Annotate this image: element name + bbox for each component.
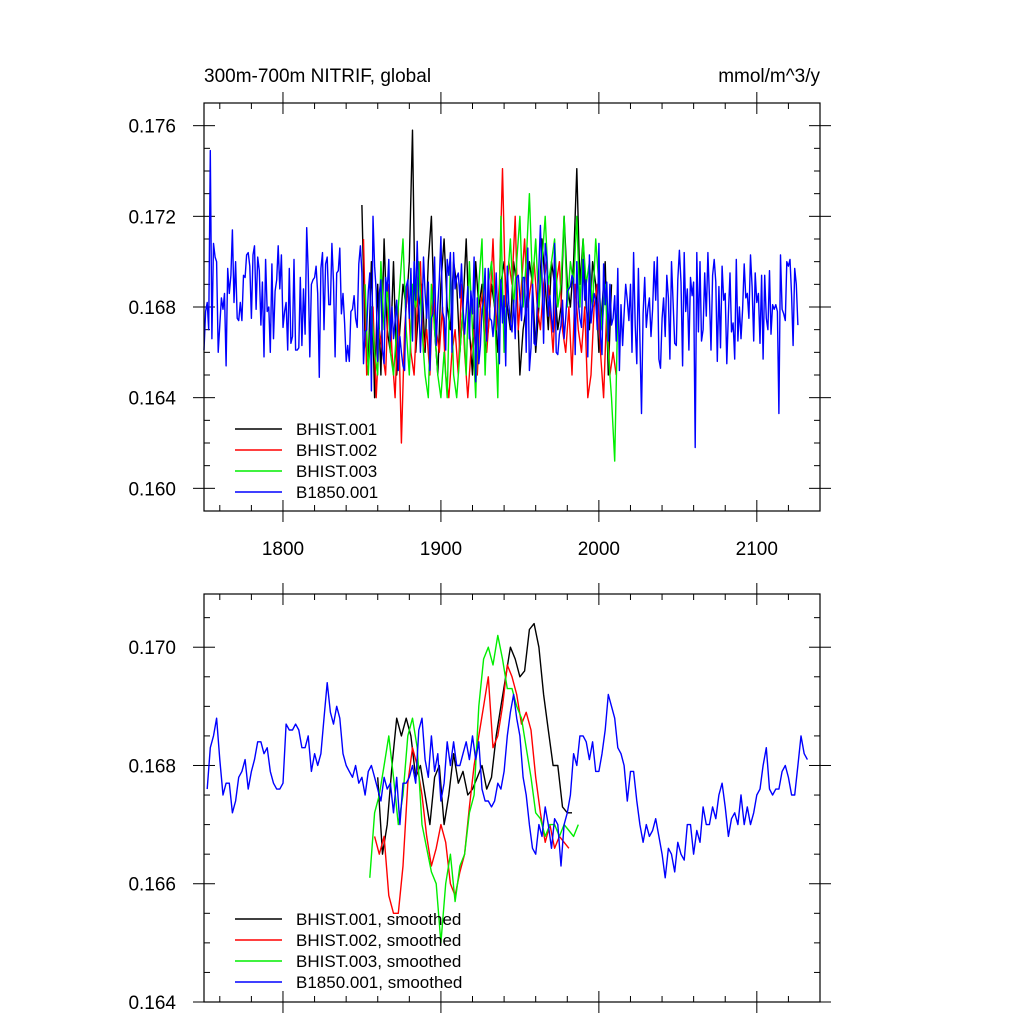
bottom-panel-plot-area: [206, 622, 809, 944]
series-line-top-3: [364, 192, 619, 462]
series-line-bottom-3: [369, 634, 579, 944]
y-tick-label: 0.166: [128, 875, 176, 896]
x-tick-label: 2000: [578, 539, 620, 560]
legend-label: BHIST.003: [296, 462, 377, 481]
top-panel-title: 300m-700m NITRIF, global: [204, 66, 431, 87]
legend-label: BHIST.003, smoothed: [296, 952, 461, 971]
y-tick-label: 0.176: [128, 117, 176, 138]
bottom-panel-frame: [203, 593, 821, 1003]
bottom-panel-legend: BHIST.001, smoothed BHIST.002, smoothed BH…: [235, 910, 462, 992]
y-tick-label: 0.168: [128, 298, 176, 319]
y-tick-label: 0.168: [128, 756, 176, 777]
top-panel: 300m-700m NITRIF, global mmol/m^3/y 1800…: [128, 66, 831, 560]
legend-label: BHIST.002: [296, 441, 377, 460]
legend-label: BHIST.002, smoothed: [296, 931, 461, 950]
bottom-panel-axes: 0.164 0.166 0.168 0.170: [128, 583, 831, 1014]
y-tick-label: 0.164: [128, 993, 176, 1014]
y-tick-label: 0.164: [128, 389, 176, 410]
x-tick-label: 1900: [420, 539, 462, 560]
legend-label: B1850.001: [296, 483, 378, 502]
x-tick-label: 2100: [736, 539, 778, 560]
series-line-top-4: [203, 149, 799, 449]
legend-label: BHIST.001: [296, 420, 377, 439]
series-line-bottom-4: [206, 682, 809, 879]
top-panel-units: mmol/m^3/y: [718, 66, 820, 87]
top-panel-legend: BHIST.001 BHIST.002 BHIST.003 B1850.001: [235, 420, 378, 502]
legend-label: B1850.001, smoothed: [296, 973, 462, 992]
y-tick-label: 0.172: [128, 207, 176, 228]
series-line-bottom-1: [377, 622, 572, 855]
series-line-bottom-2: [373, 664, 570, 914]
x-tick-label: 1800: [262, 539, 304, 560]
bottom-panel: 0.164 0.166 0.168 0.170 BHIST.001, smoothed…: [128, 583, 831, 1014]
top-panel-plot-area: [203, 129, 799, 462]
y-tick-label: 0.170: [128, 638, 176, 659]
y-tick-label: 0.160: [128, 479, 176, 500]
top-panel-frame: [203, 102, 821, 512]
legend-label: BHIST.001, smoothed: [296, 910, 461, 929]
top-panel-axes: 1800 1900 2000 2100 0.160 0.164 0.168 0.172 0.17…: [128, 92, 831, 560]
